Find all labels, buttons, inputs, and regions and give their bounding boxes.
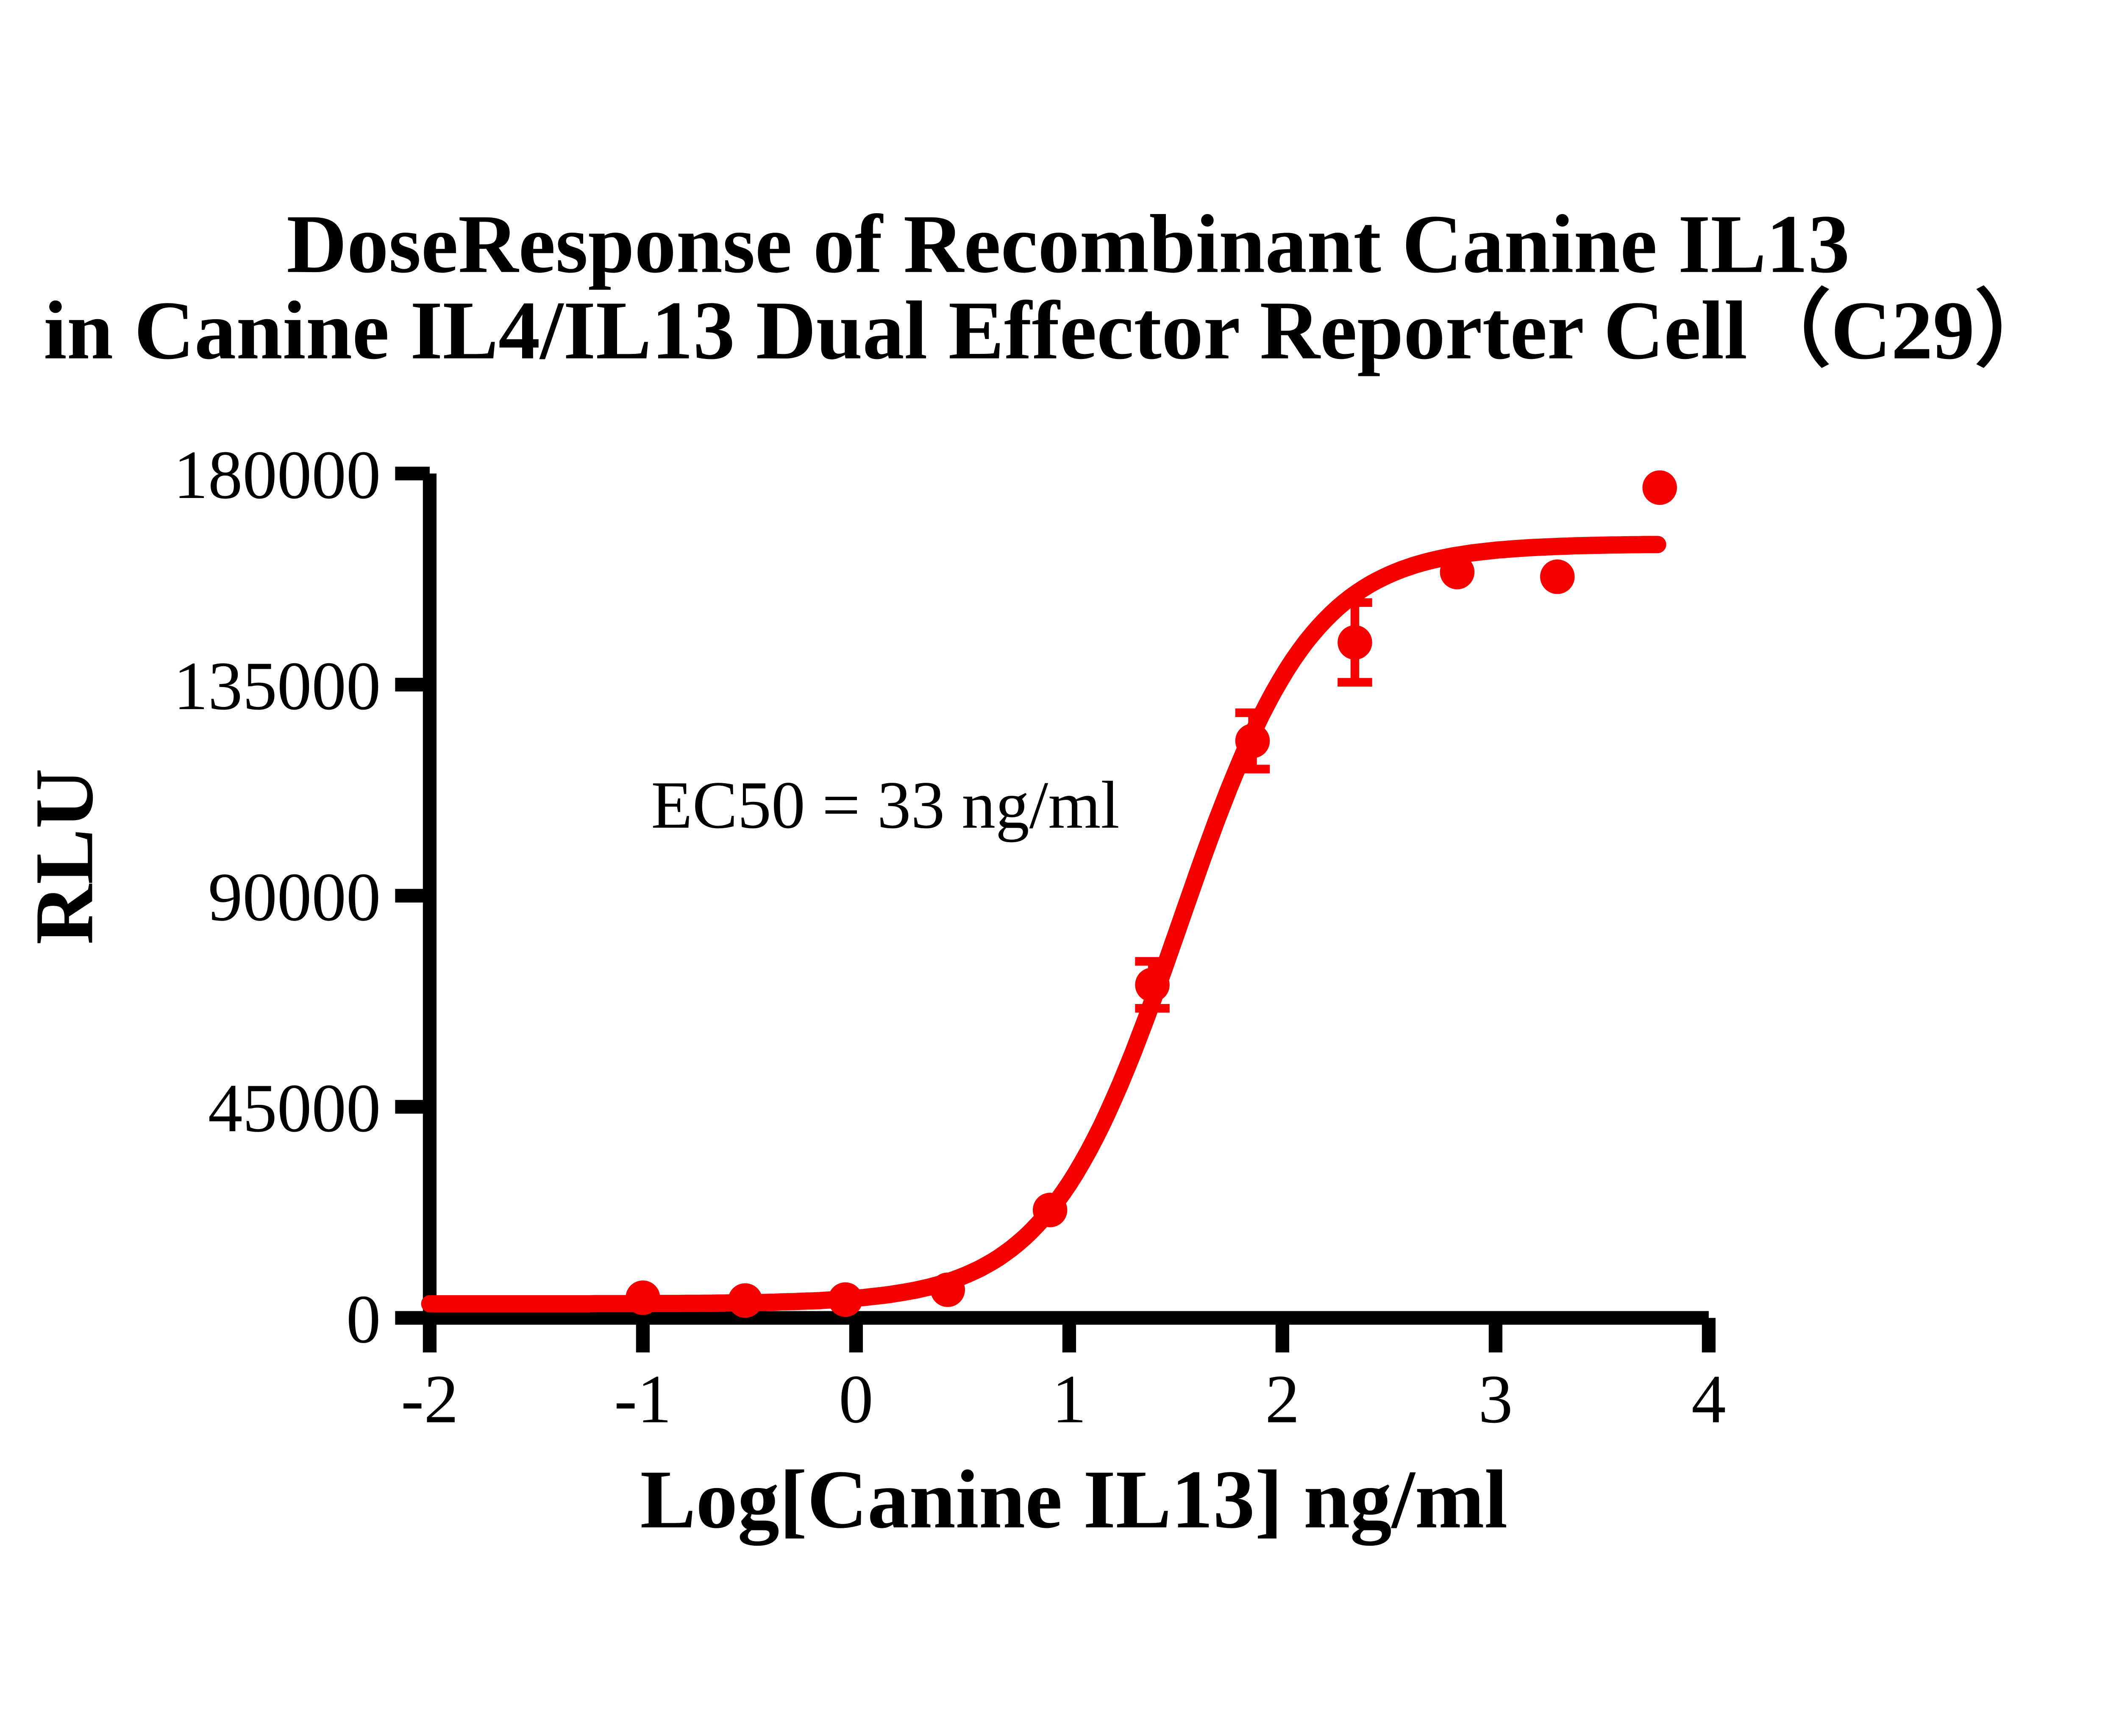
data-point <box>1540 559 1575 594</box>
y-tick-label: 0 <box>346 1281 381 1358</box>
y-tick-label: 90000 <box>208 859 381 935</box>
x-tick-label: -1 <box>614 1361 672 1438</box>
data-point <box>1235 723 1270 758</box>
x-axis-label: Log[Canine IL13] ng/ml <box>640 1453 1508 1546</box>
x-tick-label: 3 <box>1478 1361 1513 1438</box>
data-point <box>728 1283 763 1318</box>
y-tick-label: 135000 <box>173 648 381 724</box>
ec50-annotation: EC50 = 33 ng/ml <box>651 768 1119 843</box>
y-axis-label: RLU <box>17 768 110 945</box>
data-series <box>421 470 1677 1318</box>
data-point <box>1135 967 1170 1002</box>
data-point <box>626 1280 660 1315</box>
data-point <box>1642 470 1677 505</box>
data-point <box>1032 1193 1068 1227</box>
axes: 0 45000 90000 135000 180000 -2 -1 0 1 2 3 4 <box>173 437 1726 1438</box>
x-tick-label: 0 <box>839 1361 873 1438</box>
data-point <box>930 1272 965 1307</box>
fit-curve <box>421 536 1666 1313</box>
chart-title-line2: in Canine IL4/IL13 Dual Effector Reporte… <box>44 284 2058 377</box>
data-point <box>1338 625 1372 660</box>
y-tick-label: 45000 <box>208 1070 381 1146</box>
data-point <box>828 1282 863 1317</box>
chart-title-line1: DoseResponse of Recombinant Canine IL13 <box>286 198 1849 290</box>
y-tick-label: 180000 <box>173 437 381 513</box>
x-tick-label: 4 <box>1691 1361 1726 1438</box>
x-tick-label: 2 <box>1265 1361 1300 1438</box>
data-point <box>1440 554 1475 590</box>
x-tick-label: -2 <box>401 1361 459 1438</box>
x-tick-label: 1 <box>1052 1361 1087 1438</box>
